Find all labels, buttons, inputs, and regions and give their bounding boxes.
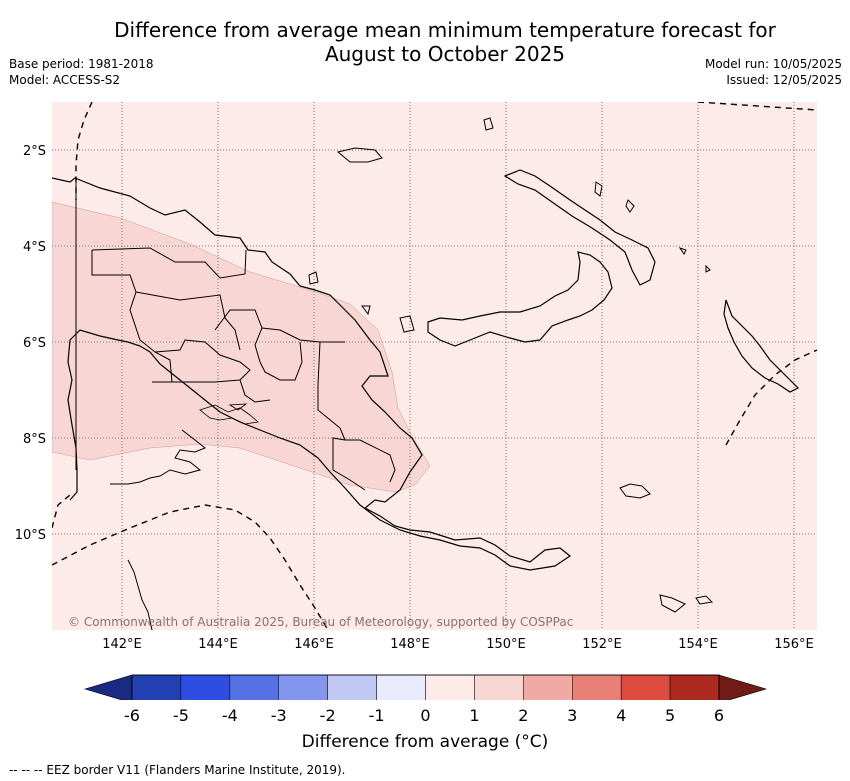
gridlines [52, 102, 817, 630]
colorbar-tick-label: -6 [124, 706, 140, 725]
colorbar-over-arrow [718, 674, 768, 700]
new-britain-coastline [427, 251, 613, 347]
colorbar-cell [131, 674, 182, 700]
colorbar-cell [620, 674, 671, 700]
colorbar-tick-label: 3 [567, 706, 578, 725]
south-coast-detail [110, 429, 206, 485]
colorbar-tick-label: 5 [664, 706, 676, 725]
colorbar-cell [376, 674, 426, 700]
lat-label: 4°S [23, 240, 46, 255]
lon-label: 154°E [678, 637, 718, 652]
eez-borders [52, 102, 817, 630]
lon-label: 142°E [102, 637, 142, 652]
bougainville-coastline [723, 299, 800, 393]
copyright-credit: © Commonwealth of Australia 2025, Bureau… [68, 615, 573, 629]
title-line-2: August to October 2025 [324, 42, 566, 66]
colorbar-tick-label: -4 [221, 706, 238, 725]
colorbar-cell [229, 674, 279, 700]
small-islands [308, 117, 711, 333]
colorbar-cell [180, 674, 231, 700]
lon-label: 148°E [390, 637, 430, 652]
colorbar-cell [327, 674, 377, 700]
lon-label: 156°E [774, 637, 814, 652]
colorbar-tick-label: 6 [713, 706, 725, 725]
colorbar-tick-label: -1 [368, 706, 385, 725]
new-guinea-coastline [52, 177, 572, 571]
colorbar-title: Difference from average (°C) [301, 732, 549, 752]
chart-title: Difference from average mean minimum tem… [60, 18, 830, 66]
colorbar-tick-label: 1 [469, 706, 480, 725]
title-line-1: Difference from average mean minimum tem… [114, 18, 776, 42]
colorbar-tick-label: 2 [518, 706, 529, 725]
lon-label: 144°E [198, 637, 238, 652]
colorbar-tick-label: 4 [616, 706, 627, 725]
manus-island [336, 147, 383, 163]
colorbar-cell [278, 674, 328, 700]
inland-lakes [199, 403, 259, 425]
lat-label: 6°S [23, 336, 46, 351]
colorbar-tick-label: -5 [172, 706, 189, 725]
colorbar-cell [669, 674, 720, 700]
new-ireland-coastline [503, 169, 656, 286]
meta-left: Base period: 1981-2018 Model: ACCESS-S2 [9, 56, 154, 88]
lat-label: 8°S [23, 432, 46, 447]
forecast-map: 2°S 4°S 6°S 8°S 10°S 142°E 144°E 146°E 1… [15, 102, 817, 700]
base-period-text: Base period: 1981-2018 [9, 57, 154, 71]
model-run-text: Model run: 10/05/2025 [704, 57, 842, 71]
lat-label: 2°S [23, 144, 46, 159]
model-text: Model: ACCESS-S2 [9, 73, 121, 87]
lon-label: 146°E [294, 637, 334, 652]
colorbar [83, 674, 768, 700]
colorbar-cell [425, 674, 475, 700]
colorbar-tick-label: -3 [270, 706, 287, 725]
d-entrecasteaux-islands [619, 483, 714, 613]
cape-york-coastline [127, 559, 153, 630]
anomaly-region-1-2 [52, 201, 431, 493]
lon-label: 150°E [486, 637, 526, 652]
colorbar-cell [572, 674, 622, 700]
colorbar-tick-label: 0 [420, 706, 431, 725]
eez-border-note: -- -- -- EEZ border V11 (Flanders Marine… [9, 763, 346, 777]
meta-right: Model run: 10/05/2025 Issued: 12/05/2025 [705, 56, 842, 88]
issued-text: Issued: 12/05/2025 [726, 73, 842, 87]
lon-label: 152°E [582, 637, 622, 652]
colorbar-cell [523, 674, 573, 700]
colorbar-cell [474, 674, 524, 700]
colorbar-under-arrow [83, 674, 133, 700]
colorbar-tick-label: -2 [319, 706, 336, 725]
lat-label: 10°S [15, 528, 46, 543]
provincial-borders [75, 178, 396, 491]
